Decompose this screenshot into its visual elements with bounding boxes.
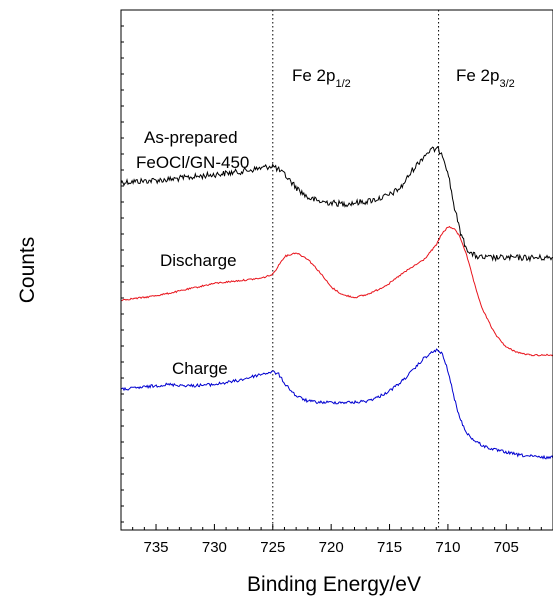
x-tick-label-705: 705 [494,539,519,556]
peak-label-fe2p32-sub: 3/2 [499,78,514,90]
reference-lines [272,10,440,530]
x-axis-tick-labels: 735 730 725 720 715 710 705 [144,539,519,556]
plot-frame [120,9,553,531]
y-axis-title: Counts [16,237,39,304]
x-tick-label-710: 710 [435,539,460,556]
y-axis-ticks [121,25,124,523]
series-line-1 [120,225,553,357]
series-group [120,146,553,460]
x-tick-label-735: 735 [144,539,169,556]
series-label-as-prepared-line1: As-prepared [144,128,238,147]
x-tick-label-730: 730 [202,539,227,556]
x-tick-label-725: 725 [260,539,285,556]
series-label-discharge: Discharge [160,251,237,270]
x-axis-title: Binding Energy/eV [247,573,421,596]
x-axis-ticks [132,524,542,530]
series-line-0 [120,146,553,263]
x-tick-label-715: 715 [377,539,402,556]
series-label-charge: Charge [172,359,228,378]
x-tick-label-720: 720 [319,539,344,556]
series-line-2 [120,348,553,460]
series-label-as-prepared-line2: FeOCl/GN-450 [136,153,249,172]
peak-label-fe2p32: Fe 2p3/2 [456,66,515,90]
peak-label-fe2p12-sub: 1/2 [335,78,350,90]
peak-label-fe2p32-main: Fe 2p [456,66,499,85]
peak-label-fe2p12-main: Fe 2p [292,66,335,85]
peak-label-fe2p12: Fe 2p1/2 [292,66,351,90]
